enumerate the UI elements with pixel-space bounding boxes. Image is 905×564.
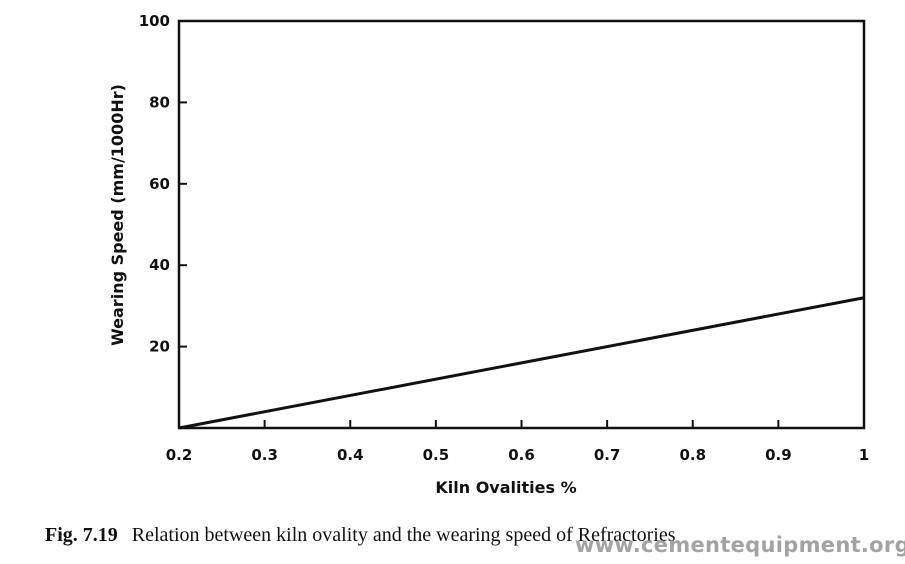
y-axis-title: Wearing Speed (mm/1000Hr)	[108, 84, 127, 346]
x-tick-label: 0.8	[679, 446, 706, 464]
y-tick-label: 60	[149, 175, 170, 193]
y-tick-label: 100	[139, 12, 170, 30]
y-tick-label: 40	[149, 256, 170, 274]
y-tick-label: 80	[149, 93, 170, 111]
x-axis-ticks: 0.2 0.3 0.4 0.5 0.6 0.7 0.8 0.9 1	[166, 420, 869, 464]
x-tick-label: 0.4	[337, 446, 364, 464]
series-line	[178, 296, 865, 430]
x-tick-label: 0.5	[423, 446, 450, 464]
x-axis-title: Kiln Ovalities %	[435, 478, 576, 497]
x-tick-label: 0.2	[166, 446, 193, 464]
caption-text: Relation between kiln ovality and the we…	[131, 524, 676, 546]
figure-caption: Fig. 7.19 Relation between kiln ovality a…	[45, 524, 675, 547]
x-tick-label: 0.7	[594, 446, 621, 464]
series-layer	[178, 296, 865, 430]
plot-frame	[177, 19, 866, 430]
x-tick-label: 0.9	[765, 446, 792, 464]
y-axis-ticks: 20 40 60 80 100	[139, 12, 187, 356]
watermark: www.cementequipment.org	[575, 533, 905, 557]
x-tick-label: 1	[859, 446, 869, 464]
chart: 0.2 0.3 0.4 0.5 0.6 0.7 0.8 0.9 1 20 40 60 80 100 Ki…	[108, 12, 869, 497]
figure-number: Fig. 7.19	[45, 524, 118, 546]
x-tick-label: 0.3	[251, 446, 278, 464]
x-tick-label: 0.6	[508, 446, 535, 464]
y-tick-label: 20	[149, 338, 170, 356]
